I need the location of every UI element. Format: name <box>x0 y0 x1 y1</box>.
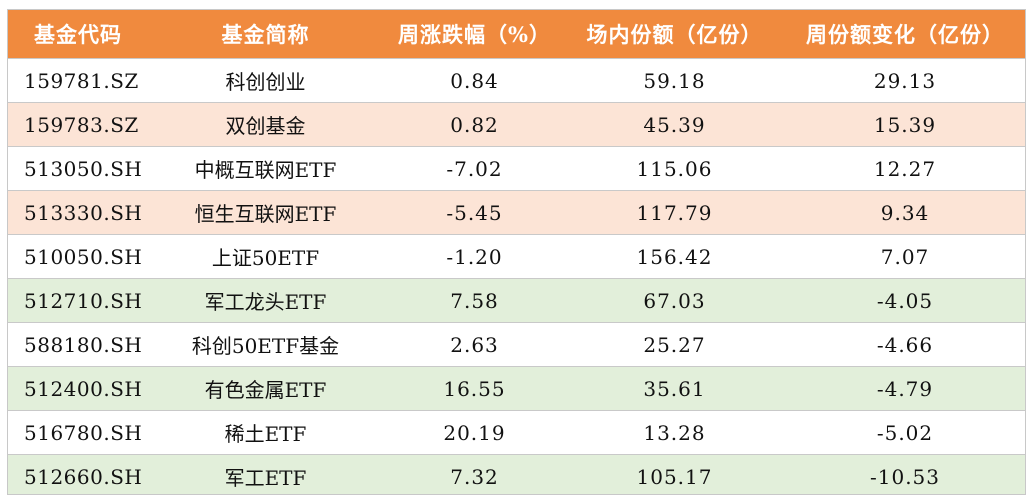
share-change-cell: 9.34 <box>783 190 1025 235</box>
shares-cell: 25.27 <box>566 322 783 367</box>
fund-name-cell: 中概互联网ETF <box>148 146 383 191</box>
fund-code-cell: 512710.SH <box>8 278 148 323</box>
table-row: 512660.SH 军工ETF 7.32 105.17 -10.53 <box>8 454 1025 494</box>
share-change-cell: -5.02 <box>783 410 1025 455</box>
table-row: 159781.SZ 科创创业 0.84 59.18 29.13 <box>8 58 1025 103</box>
fund-code-cell: 510050.SH <box>8 234 148 279</box>
fund-code-cell: 159783.SZ <box>8 102 148 147</box>
weekly-change-cell: 7.58 <box>383 278 566 323</box>
table-row: 516780.SH 稀土ETF 20.19 13.28 -5.02 <box>8 410 1025 455</box>
table-row: 513050.SH 中概互联网ETF -7.02 115.06 12.27 <box>8 146 1025 191</box>
fund-code-cell: 516780.SH <box>8 410 148 455</box>
shares-cell: 117.79 <box>566 190 783 235</box>
share-change-cell: 15.39 <box>783 102 1025 147</box>
fund-code-cell: 513050.SH <box>8 146 148 191</box>
weekly-change-cell: 0.84 <box>383 58 566 103</box>
share-change-cell: 7.07 <box>783 234 1025 279</box>
shares-cell: 115.06 <box>566 146 783 191</box>
weekly-change-cell: 0.82 <box>383 102 566 147</box>
weekly-change-cell: 2.63 <box>383 322 566 367</box>
fund-name-cell: 科创50ETF基金 <box>148 322 383 367</box>
header-fund-name: 基金简称 <box>221 22 310 47</box>
fund-name-cell: 军工ETF <box>148 454 383 494</box>
table-row: 512710.SH 军工龙头ETF 7.58 67.03 -4.05 <box>8 278 1025 323</box>
weekly-change-cell: 16.55 <box>383 366 566 411</box>
fund-name-cell: 有色金属ETF <box>148 366 383 411</box>
table-row: 512400.SH 有色金属ETF 16.55 35.61 -4.79 <box>8 366 1025 411</box>
shares-cell: 67.03 <box>566 278 783 323</box>
share-change-cell: -4.05 <box>783 278 1025 323</box>
shares-cell: 156.42 <box>566 234 783 279</box>
fund-name-cell: 稀土ETF <box>148 410 383 455</box>
fund-code-cell: 588180.SH <box>8 322 148 367</box>
fund-code-cell: 513330.SH <box>8 190 148 235</box>
header-weekly-change: 周涨跌幅（%） <box>398 22 551 47</box>
fund-name-cell: 双创基金 <box>148 102 383 147</box>
weekly-change-cell: -5.45 <box>383 190 566 235</box>
table-row: 159783.SZ 双创基金 0.82 45.39 15.39 <box>8 102 1025 147</box>
header-shares: 场内份额（亿份） <box>586 22 763 47</box>
fund-code-cell: 512400.SH <box>8 366 148 411</box>
fund-share-table: 基金代码 基金简称 周涨跌幅（%） 场内份额（亿份） 周份额变化（亿份） 159… <box>8 10 1025 494</box>
table-row: 510050.SH 上证50ETF -1.20 156.42 7.07 <box>8 234 1025 279</box>
share-change-cell: -10.53 <box>783 454 1025 494</box>
fund-name-cell: 上证50ETF <box>148 234 383 279</box>
fund-table-container: 基金代码 基金简称 周涨跌幅（%） 场内份额（亿份） 周份额变化（亿份） 159… <box>7 9 1026 495</box>
header-row: 基金代码 基金简称 周涨跌幅（%） 场内份额（亿份） 周份额变化（亿份） <box>8 10 1025 59</box>
weekly-change-cell: -1.20 <box>383 234 566 279</box>
fund-code-cell: 512660.SH <box>8 454 148 494</box>
shares-cell: 35.61 <box>566 366 783 411</box>
share-change-cell: -4.66 <box>783 322 1025 367</box>
header-share-change: 周份额变化（亿份） <box>806 22 1004 47</box>
shares-cell: 59.18 <box>566 58 783 103</box>
shares-cell: 13.28 <box>566 410 783 455</box>
fund-name-cell: 科创创业 <box>148 58 383 103</box>
weekly-change-cell: 7.32 <box>383 454 566 494</box>
table-row: 513330.SH 恒生互联网ETF -5.45 117.79 9.34 <box>8 190 1025 235</box>
share-change-cell: 12.27 <box>783 146 1025 191</box>
shares-cell: 105.17 <box>566 454 783 494</box>
shares-cell: 45.39 <box>566 102 783 147</box>
share-change-cell: 29.13 <box>783 58 1025 103</box>
fund-code-cell: 159781.SZ <box>8 58 148 103</box>
fund-name-cell: 恒生互联网ETF <box>148 190 383 235</box>
fund-name-cell: 军工龙头ETF <box>148 278 383 323</box>
table-row: 588180.SH 科创50ETF基金 2.63 25.27 -4.66 <box>8 322 1025 367</box>
share-change-cell: -4.79 <box>783 366 1025 411</box>
header-fund-code: 基金代码 <box>34 22 122 47</box>
weekly-change-cell: -7.02 <box>383 146 566 191</box>
weekly-change-cell: 20.19 <box>383 410 566 455</box>
